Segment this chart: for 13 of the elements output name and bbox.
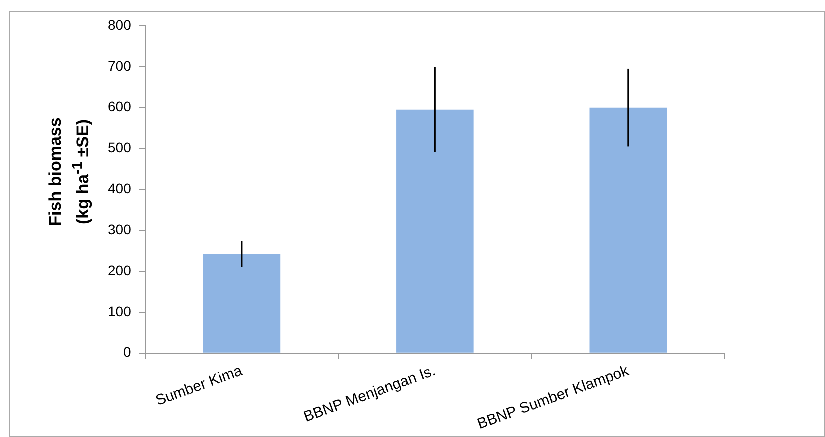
y-tick-label: 600 (108, 98, 132, 115)
y-tick-label: 300 (108, 221, 132, 238)
bar (396, 110, 474, 353)
y-tick-label: 800 (108, 16, 132, 33)
x-tick-label: Sumber Kima (154, 362, 246, 410)
y-tick-label: 500 (108, 140, 132, 156)
y-tick-label: 400 (108, 180, 132, 197)
y-tick-label: 200 (108, 262, 132, 278)
bar (203, 254, 281, 353)
bar (590, 108, 668, 353)
y-tick-label: 0 (124, 344, 132, 360)
y-tick-label: 700 (108, 58, 132, 74)
y-tick-label: 100 (108, 303, 132, 320)
